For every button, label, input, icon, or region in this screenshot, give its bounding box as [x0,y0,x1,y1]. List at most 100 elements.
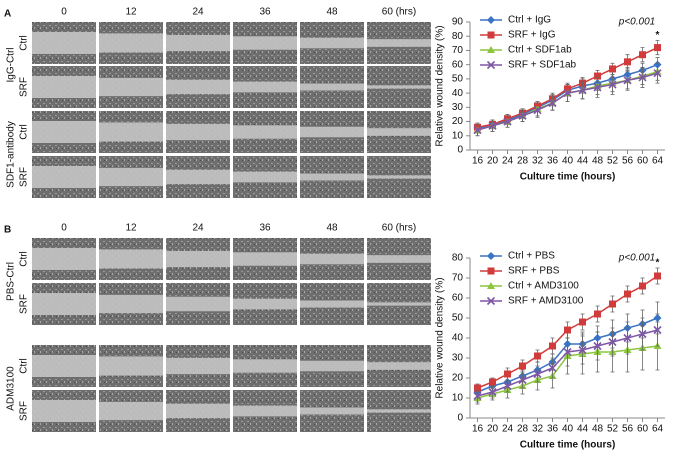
wound-gap [166,169,230,185]
x-tick-label: 48 [592,424,604,435]
y-tick-label: 10 [452,393,464,404]
marker [486,60,496,70]
marker [578,86,587,95]
legend-label: Ctrl + PBS [508,251,555,262]
time-label: 12 [125,223,137,234]
panel-label: A [4,9,11,20]
marker [609,65,616,73]
marker [474,384,481,392]
y-tick-label: 60 [452,293,464,304]
marker [578,345,587,355]
x-tick-label: 56 [622,424,634,435]
marker [518,111,527,120]
x-tick-label: 44 [577,424,589,435]
x-tick-label: 24 [502,156,514,167]
marker [654,44,661,52]
row-label: SRF [19,401,30,421]
group-label: PBS-Ctrl [6,262,17,301]
marker [486,296,496,306]
x-tick-label: 32 [532,156,544,167]
wound-gap [32,400,96,422]
wound-gap [99,356,163,376]
wound-gap [367,128,431,136]
y-tick-label: 60 [452,59,464,70]
marker [489,378,496,386]
marker [623,76,632,85]
annotation: p<0.001 [618,17,655,28]
x-axis-title: Culture time (hours) [520,172,616,183]
marker [503,117,512,126]
panel-label: B [4,225,11,236]
x-tick-label: 28 [517,424,529,435]
time-label: 24 [192,223,204,234]
legend-label: Ctrl + IgG [508,15,551,26]
x-tick-label: 36 [547,424,559,435]
marker [639,51,646,59]
time-label: 0 [61,223,67,234]
row-label: Ctrl [19,358,30,374]
wound-gap [300,173,364,181]
marker [639,282,646,290]
wound-gap [300,360,364,372]
marker [638,329,647,339]
marker [487,282,495,289]
marker [518,375,527,385]
y-tick-label: 30 [452,102,464,113]
wound-gap [32,121,96,143]
wound-gap [233,405,297,417]
y-tick-label: 20 [452,373,464,384]
y-tick-label: 50 [452,74,464,85]
y-tick-label: 70 [452,45,464,56]
time-label: 24 [192,7,204,18]
x-tick-label: 52 [607,156,619,167]
wound-gap [233,359,297,373]
marker [533,369,542,379]
time-label: 0 [61,7,67,18]
wound-gap [300,37,364,49]
wound-gap [32,293,96,315]
marker [564,326,571,334]
x-tick-label: 24 [502,424,514,435]
wound-gap [233,252,297,266]
y-tick-label: 40 [452,88,464,99]
y-tick-label: 0 [457,413,463,424]
wound-gap [99,249,163,269]
wound-gap [99,77,163,97]
x-tick-label: 16 [472,156,484,167]
wound-gap [300,83,364,91]
row-label: Ctrl [19,124,30,140]
x-tick-label: 64 [652,156,664,167]
marker [594,72,601,80]
time-label: 48 [326,7,338,18]
marker [548,363,557,373]
wound-gap [166,34,230,52]
marker [638,73,647,82]
marker [519,362,526,370]
wound-gap [233,81,297,93]
wound-gap [99,167,163,187]
marker [488,121,497,130]
y-tick-label: 0 [457,145,463,156]
x-axis-title: Culture time (hours) [520,440,616,451]
y-tick-label: 90 [452,17,464,28]
x-tick-label: 64 [652,424,664,435]
wound-gap [166,357,230,375]
marker [624,58,631,66]
legend-label: SRF + SDF1ab [508,60,577,71]
marker [487,252,495,260]
marker [487,16,495,24]
marker [534,352,541,360]
wound-gap [166,250,230,268]
x-tick-label: 48 [592,156,604,167]
legend-label: Ctrl + AMD3100 [508,281,579,292]
legend-label: SRF + IgG [508,30,556,41]
x-tick-label: 40 [562,424,574,435]
row-label: Ctrl [19,251,30,267]
annotation: p<0.001 [618,253,655,264]
time-label: 36 [259,223,271,234]
marker [593,341,602,351]
marker [533,106,542,115]
y-tick-label: 70 [452,273,464,284]
marker [488,387,497,397]
